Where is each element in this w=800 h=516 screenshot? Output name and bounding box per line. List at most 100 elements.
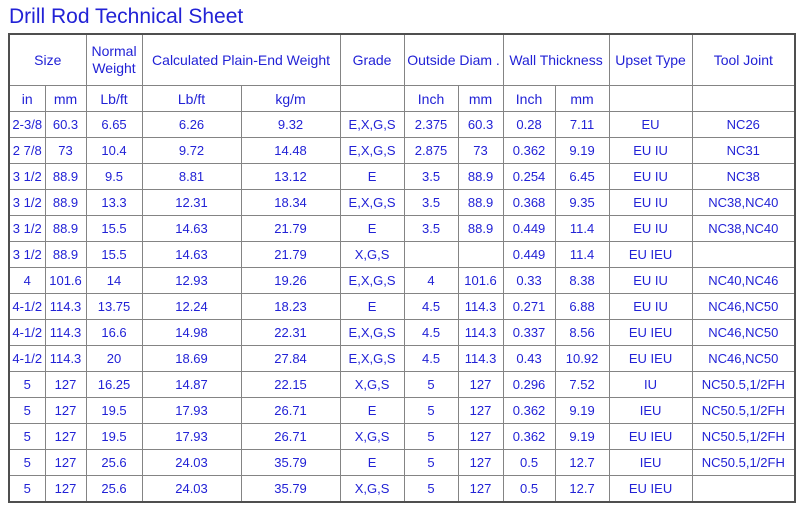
table-cell: 0.5 [502,475,556,503]
table-cell: 0.362 [502,423,556,450]
table-cell: 12.7 [554,475,610,503]
table-cell: E [339,293,405,320]
table-cell: 3 1/2 [8,163,46,190]
table-cell: NC46,NC50 [691,345,796,372]
table-cell: 114.3 [457,345,504,372]
table-cell: 127 [44,449,87,476]
table-cell: 0.362 [502,137,556,164]
table-cell: 14 [85,267,143,294]
table-row: 2 7/8 73 10.4 9.72 14.48 E,X,G,S 2.875 73 0.362 9… [8,137,796,164]
table-cell: 0.43 [502,345,556,372]
table-cell: E,X,G,S [339,267,405,294]
table-cell: 0.449 [502,215,556,242]
table-cell: EU IU [608,163,693,190]
table-cell: NC26 [691,111,796,138]
table-cell: 35.79 [240,475,341,503]
table-cell: 18.34 [240,189,341,216]
table-cell [403,241,459,268]
table-cell: 14.63 [141,241,242,268]
table-cell: EU [608,111,693,138]
table-cell: 17.93 [141,397,242,424]
table-cell: 2 7/8 [8,137,46,164]
table-cell: 127 [44,397,87,424]
table-cell: NC50.5,1/2FH [691,423,796,450]
table-cell: 4.5 [403,293,459,320]
table-cell: EU IU [608,215,693,242]
table-unit-row: in mm Lb/ft Lb/ft kg/m Inch mm Inch mm [8,85,796,112]
header-upset-type: Upset Type [608,33,693,86]
table-cell: 9.5 [85,163,143,190]
table-cell: 11.4 [554,241,610,268]
table-cell: 73 [457,137,504,164]
table-cell: 127 [457,475,504,503]
table-cell: 10.4 [85,137,143,164]
table-cell: 17.93 [141,423,242,450]
table-cell: 5 [8,423,46,450]
table-cell: 0.449 [502,241,556,268]
table-cell: IU [608,371,693,398]
table-cell: 15.5 [85,241,143,268]
table-body: 2-3/8 60.3 6.65 6.26 9.32 E,X,G,S 2.375 60.3 0.2… [8,111,796,503]
table-cell: NC38,NC40 [691,189,796,216]
table-cell: 14.87 [141,371,242,398]
table-cell: 11.4 [554,215,610,242]
unit-size-in: in [8,85,46,112]
table-cell: E [339,397,405,424]
table-cell: 88.9 [457,189,504,216]
table-cell: 114.3 [457,293,504,320]
table-cell: 88.9 [44,215,87,242]
table-cell: 25.6 [85,475,143,503]
table-cell: 3.5 [403,189,459,216]
table-cell: 5 [403,475,459,503]
table-cell: 9.19 [554,423,610,450]
table-cell: 3.5 [403,163,459,190]
table-cell: 5 [8,371,46,398]
header-outside-diam: Outside Diam . [403,33,504,86]
unit-grade-blank [339,85,405,112]
header-wall-thickness: Wall Thickness [502,33,610,86]
table-cell: 127 [44,475,87,503]
table-cell: 88.9 [457,163,504,190]
table-cell: EU IEU [608,423,693,450]
table-cell: X,G,S [339,371,405,398]
table-cell [457,241,504,268]
table-row: 5 127 25.6 24.03 35.79 X,G,S 5 127 0.5 12.7 EU IEU [8,475,796,503]
table-cell: 4.5 [403,345,459,372]
table-cell: 0.296 [502,371,556,398]
table-cell: 35.79 [240,449,341,476]
table-cell: X,G,S [339,241,405,268]
table-header-group-row: Size Normal Weight Calculated Plain-End … [8,33,796,86]
table-cell: NC50.5,1/2FH [691,449,796,476]
table-cell: IEU [608,397,693,424]
header-tool-joint: Tool Joint [691,33,796,86]
table-cell: 0.33 [502,267,556,294]
table-cell: 73 [44,137,87,164]
table-cell: 3 1/2 [8,189,46,216]
table-cell: 4 [403,267,459,294]
table-cell: IEU [608,449,693,476]
table-cell: EU IU [608,293,693,320]
table-cell: 127 [457,397,504,424]
table-row: 4-1/2 114.3 13.75 12.24 18.23 E 4.5 114.3 0.271 6… [8,293,796,320]
table-cell: 127 [457,449,504,476]
table-row: 4-1/2 114.3 20 18.69 27.84 E,X,G,S 4.5 114.3 0.4… [8,345,796,372]
table-cell: 14.63 [141,215,242,242]
table-cell: 14.98 [141,319,242,346]
table-cell: 114.3 [457,319,504,346]
table-cell: E,X,G,S [339,137,405,164]
unit-wall-thickness-inch: Inch [502,85,556,112]
table-cell: 60.3 [457,111,504,138]
table-cell: 12.93 [141,267,242,294]
drill-rod-table: Size Normal Weight Calculated Plain-End … [8,33,797,503]
table-cell: 127 [44,371,87,398]
table-cell: 6.26 [141,111,242,138]
table-cell: 14.48 [240,137,341,164]
table-cell: 88.9 [44,189,87,216]
table-cell: NC50.5,1/2FH [691,371,796,398]
table-row: 2-3/8 60.3 6.65 6.26 9.32 E,X,G,S 2.375 60.3 0.2… [8,111,796,138]
table-cell: EU IEU [608,319,693,346]
table-cell: 18.23 [240,293,341,320]
unit-tool-joint-blank [691,85,796,112]
unit-plain-end-lbft: Lb/ft [141,85,242,112]
table-cell: 88.9 [44,163,87,190]
